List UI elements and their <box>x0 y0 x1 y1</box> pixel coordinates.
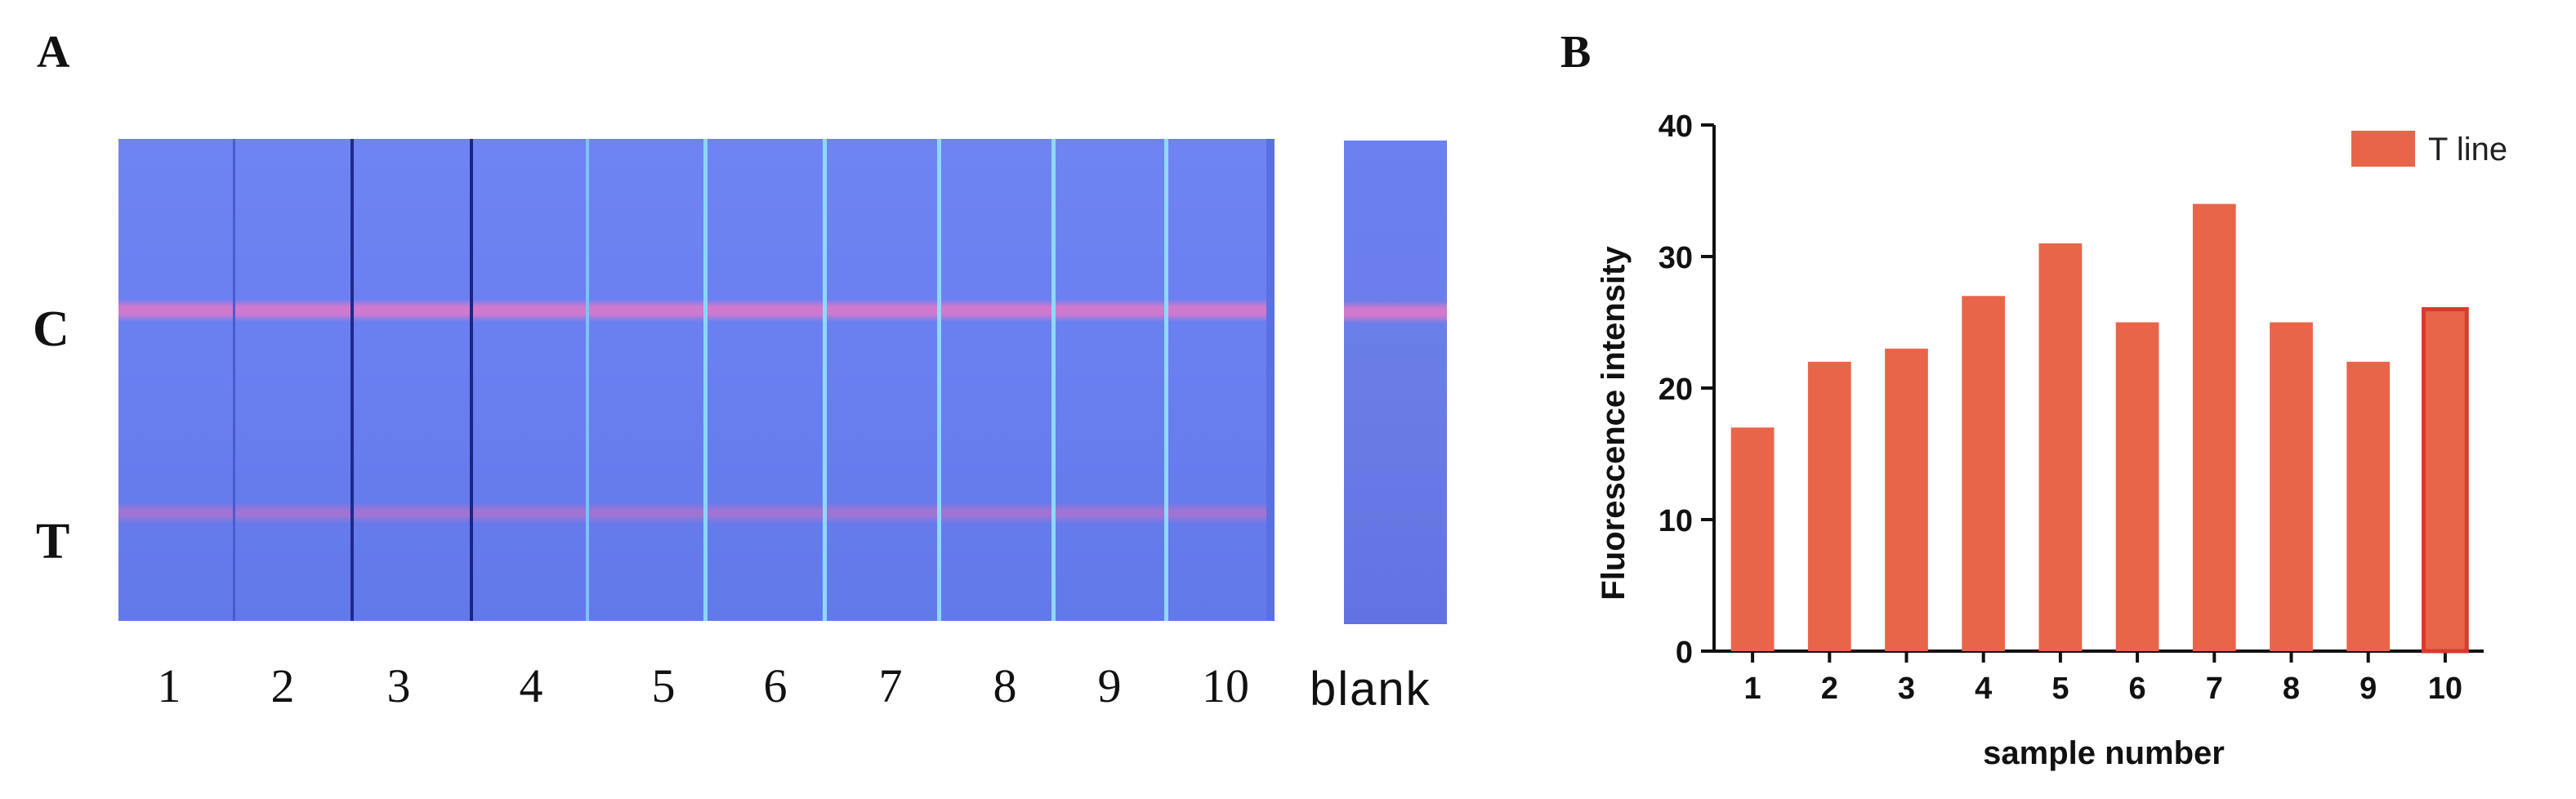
strip-separator <box>703 139 708 621</box>
lane-label: 1 <box>157 659 181 712</box>
x-tick-label: 5 <box>2051 672 2069 706</box>
x-tick-label: 3 <box>1898 672 1915 706</box>
test-band <box>118 502 1275 524</box>
strip-separator <box>1051 139 1056 621</box>
x-axis-label: sample number <box>1983 735 2225 771</box>
y-axis-label: Fluorescence intensity <box>1596 246 1632 600</box>
test-line-label: T <box>36 514 70 569</box>
y-tick-label: 30 <box>1659 241 1693 275</box>
strip-separator <box>1164 139 1168 621</box>
legend-label: T line <box>2428 132 2507 167</box>
strip-separator <box>937 139 941 621</box>
y-tick-label: 40 <box>1659 109 1693 144</box>
y-tick-label: 10 <box>1659 504 1693 538</box>
x-tick-labels: 1 2 3 4 5 6 7 8 9 10 <box>1744 672 2463 706</box>
y-tick-labels: 0 10 20 30 40 <box>1659 109 1693 670</box>
blank-control-band <box>1344 301 1447 324</box>
chart-legend: T line <box>2351 131 2507 167</box>
bar <box>2115 322 2159 651</box>
panel-a-label: A <box>37 27 70 78</box>
x-tick-label: 7 <box>2206 672 2223 706</box>
bar <box>1730 427 1775 651</box>
legend-swatch <box>2351 131 2415 167</box>
strip-separator <box>233 139 235 621</box>
y-tick-label: 0 <box>1676 636 1693 670</box>
chart-bars <box>1730 203 2469 654</box>
lane-label: 6 <box>763 659 788 712</box>
lane-label: 5 <box>651 659 676 712</box>
strip-separator <box>1266 139 1275 621</box>
x-tick-label: 2 <box>1821 672 1838 706</box>
x-tick-label: 10 <box>2428 672 2462 706</box>
lane-label: 2 <box>270 659 295 712</box>
lane-label: 7 <box>878 659 903 712</box>
lane-label: 4 <box>519 659 543 712</box>
control-band <box>118 299 1275 322</box>
bar <box>1885 348 1928 651</box>
bar <box>1962 296 2006 651</box>
lane-label: 3 <box>386 659 411 712</box>
bar <box>2346 361 2391 651</box>
lane-label: 10 <box>1202 659 1249 712</box>
blank-strip-photo <box>1344 141 1447 624</box>
x-tick-label: 9 <box>2359 672 2377 706</box>
strip-separator <box>470 139 473 621</box>
strip-separator <box>586 139 589 621</box>
x-tick-label: 6 <box>2129 672 2146 706</box>
x-tick-label: 1 <box>1744 672 1761 706</box>
panel-b-label: B <box>1560 27 1592 78</box>
lane-label: 8 <box>993 659 1017 712</box>
blank-label: blank <box>1310 663 1431 716</box>
y-tick-label: 20 <box>1659 373 1693 407</box>
lane-label: 9 <box>1097 659 1122 712</box>
bar <box>2038 243 2083 651</box>
x-tick-label: 8 <box>2283 672 2300 706</box>
bar <box>2422 306 2469 654</box>
test-strip-photo <box>118 139 1275 621</box>
bar-chart: 1 2 3 4 5 6 7 8 9 10 0 10 20 30 40 Fluorescence inten… <box>1596 109 2507 771</box>
strip-separator <box>823 139 827 621</box>
strip-separator <box>350 139 354 621</box>
bar <box>2270 322 2313 651</box>
control-line-label: C <box>33 301 69 357</box>
bar <box>1807 361 1851 651</box>
x-tick-label: 4 <box>1975 672 1992 706</box>
bar <box>2192 203 2236 652</box>
